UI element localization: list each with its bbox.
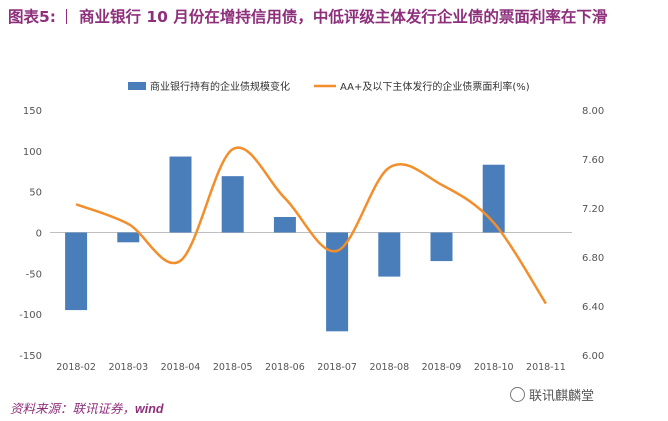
- bar: [65, 232, 88, 311]
- x-tick-label: 2018-10: [474, 362, 514, 373]
- x-tick-label: 2018-03: [108, 362, 148, 373]
- wechat-icon: [510, 387, 525, 402]
- x-tick-label: 2018-08: [369, 362, 409, 373]
- y-right-tick-label: 7.20: [582, 204, 604, 215]
- figure-label: 图表5:: [8, 8, 56, 26]
- x-tick-label: 2018-02: [56, 362, 96, 373]
- bar: [117, 232, 140, 243]
- y-right-tick-label: 7.60: [582, 155, 604, 166]
- y-right-tick-label: 6.40: [582, 302, 604, 313]
- y-right-tick-label: 8.00: [582, 106, 604, 117]
- legend-line-label: AA+及以下主体发行的企业债票面利率(%): [340, 80, 530, 93]
- x-axis-ticks: 2018-02 2018-03 2018-04 2018-05 2018-06 2018-…: [56, 362, 566, 373]
- legend: 商业银行持有的企业债规模变化 AA+及以下主体发行的企业债票面利率(%): [128, 80, 530, 93]
- legend-bar-swatch: [128, 82, 146, 90]
- title-divider: [65, 9, 67, 24]
- bar: [430, 232, 453, 262]
- x-tick-label: 2018-11: [526, 362, 566, 373]
- y-right-tick-label: 6.00: [582, 351, 604, 362]
- bar-series: [65, 156, 505, 332]
- title-text: 商业银行 10 月份在增持信用债，中低评级主体发行企业债的票面利率在下滑: [78, 8, 608, 26]
- bar: [378, 232, 401, 277]
- source-wind: wind: [135, 402, 164, 416]
- line-series: [75, 146, 547, 305]
- y-left-tick-label: -50: [26, 269, 42, 280]
- bar: [273, 216, 296, 233]
- watermark: 联讯麒麟堂: [510, 385, 594, 404]
- y-left-tick-label: 0: [36, 229, 42, 240]
- bar: [221, 176, 244, 233]
- x-tick-label: 2018-06: [265, 362, 305, 373]
- y-left-tick-label: 50: [29, 188, 42, 199]
- watermark-text: 联讯麒麟堂: [529, 389, 595, 404]
- y-right-tick-label: 6.80: [582, 253, 604, 264]
- legend-bar-label: 商业银行持有的企业债规模变化: [150, 80, 290, 93]
- y-left-tick-label: -100: [19, 310, 42, 321]
- bar: [169, 156, 192, 233]
- y-left-tick-label: 150: [23, 106, 42, 117]
- y-left-tick-label: -150: [19, 351, 42, 362]
- rate-line: [75, 146, 547, 305]
- x-tick-label: 2018-07: [317, 362, 357, 373]
- y-left-tick-label: 100: [23, 147, 42, 158]
- source-note: 资料来源：联讯证券，wind: [10, 398, 163, 417]
- source-prefix: 资料来源：联讯证券，: [10, 401, 136, 416]
- x-tick-label: 2018-05: [213, 362, 253, 373]
- chart-title: 图表5: 商业银行 10 月份在增持信用债，中低评级主体发行企业债的票面利率在下滑: [8, 6, 660, 29]
- x-tick-label: 2018-09: [422, 362, 462, 373]
- bar: [326, 232, 349, 332]
- x-tick-label: 2018-04: [161, 362, 201, 373]
